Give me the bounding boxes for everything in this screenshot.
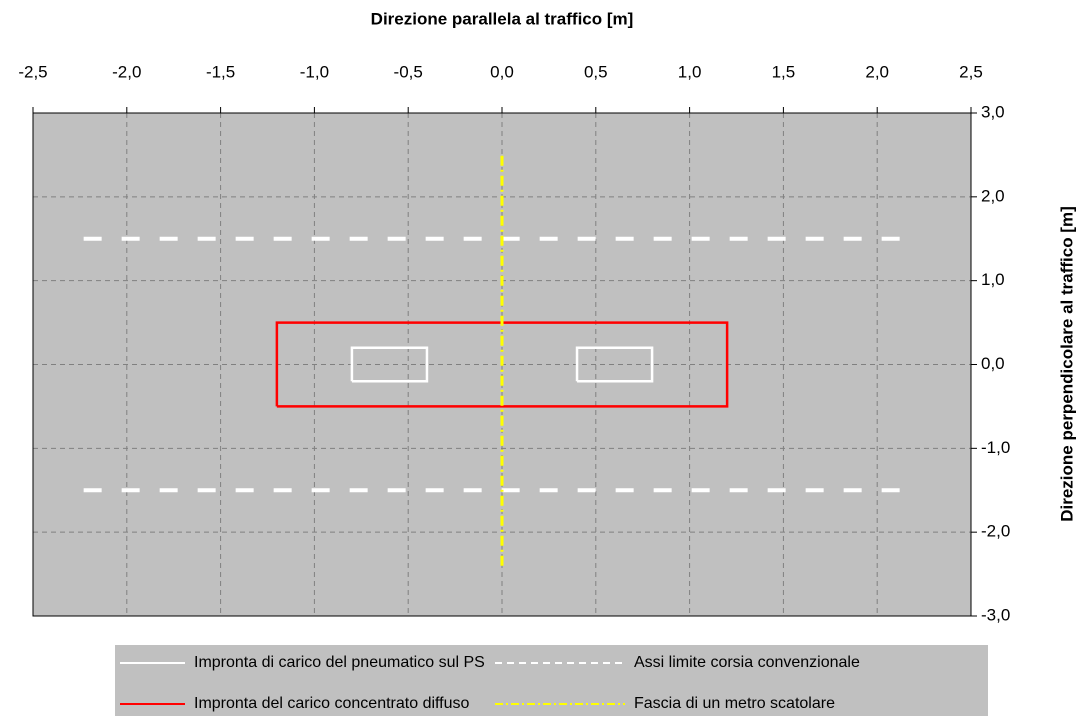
x-tick-label: 0,5: [584, 62, 608, 81]
y-tick-label: -2,0: [981, 522, 1010, 541]
y-tick-label: -3,0: [981, 605, 1010, 624]
x-tick-label: -2,5: [18, 62, 47, 81]
legend-label: Assi limite corsia convenzionale: [634, 654, 860, 671]
x-tick-label: -1,0: [300, 62, 329, 81]
x-tick-label: -2,0: [112, 62, 141, 81]
x-tick-label: 0,0: [490, 62, 514, 81]
y-tick-label: 1,0: [981, 270, 1005, 289]
legend-label: Fascia di un metro scatolare: [634, 695, 835, 712]
y-tick-label: 2,0: [981, 186, 1005, 205]
legend-box: [115, 645, 988, 716]
y-tick-label: 3,0: [981, 102, 1005, 121]
plot-frame: [32, 112, 972, 617]
x-tick-label: -0,5: [394, 62, 423, 81]
x-tick-label: -1,5: [206, 62, 235, 81]
series-line: [350, 346, 654, 383]
legend-label: Impronta del carico concentrato diffuso: [194, 695, 470, 712]
y-axis-title: Direzione perpendicolare al traffico [m]: [1057, 206, 1076, 522]
series-line: [275, 321, 729, 408]
legend-label: Impronta di carico del pneumatico sul PS: [194, 654, 485, 671]
y-tick-label: 0,0: [981, 354, 1005, 373]
x-tick-label: 1,5: [772, 62, 796, 81]
x-tick-label: 2,5: [959, 62, 983, 81]
x-tick-label: 1,0: [678, 62, 702, 81]
y-tick-label: -1,0: [981, 438, 1010, 457]
x-tick-label: 2,0: [865, 62, 889, 81]
x-axis-title: Direzione parallela al traffico [m]: [371, 9, 634, 28]
